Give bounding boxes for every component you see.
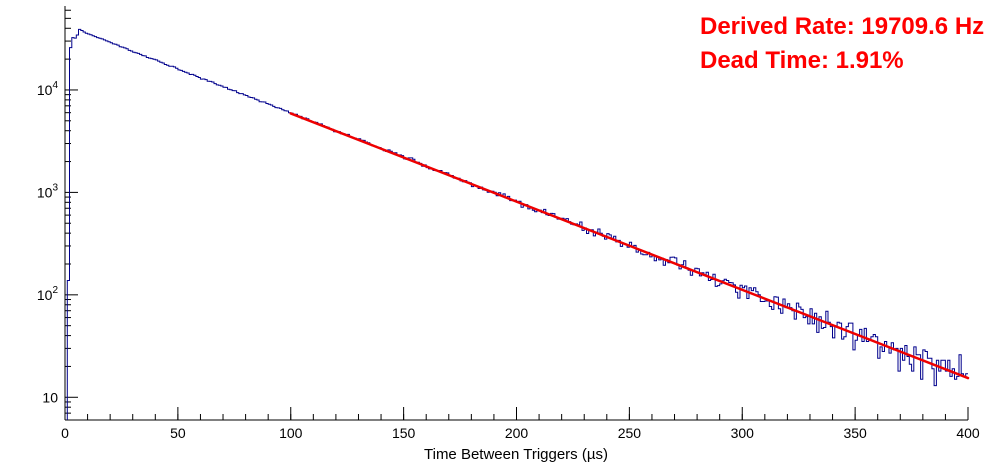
x-tick-label: 400 bbox=[956, 425, 980, 441]
dead-time-text: Dead Time: 1.91% bbox=[700, 47, 904, 74]
x-tick-label: 50 bbox=[170, 425, 186, 441]
x-axis-title: Time Between Triggers (µs) bbox=[424, 446, 608, 463]
x-tick-label: 250 bbox=[618, 425, 642, 441]
x-tick-label: 100 bbox=[279, 425, 303, 441]
y-tick-label: 10 bbox=[42, 389, 58, 405]
x-tick-label: 350 bbox=[843, 425, 867, 441]
x-tick-label: 150 bbox=[392, 425, 416, 441]
fit-stats-annotation: Derived Rate: 19709.6 Hz Dead Time: 1.91… bbox=[700, 10, 984, 78]
exponential-fit-line bbox=[289, 112, 970, 380]
x-tick-label: 300 bbox=[731, 425, 755, 441]
x-tick-label: 0 bbox=[61, 425, 69, 441]
derived-rate-text: Derived Rate: 19709.6 Hz bbox=[700, 13, 985, 40]
histogram-step-line bbox=[66, 28, 968, 420]
y-tick-label: 103 bbox=[37, 182, 59, 200]
y-tick-label: 102 bbox=[37, 285, 59, 303]
y-tick-label: 104 bbox=[37, 80, 59, 98]
x-tick-label: 200 bbox=[505, 425, 529, 441]
